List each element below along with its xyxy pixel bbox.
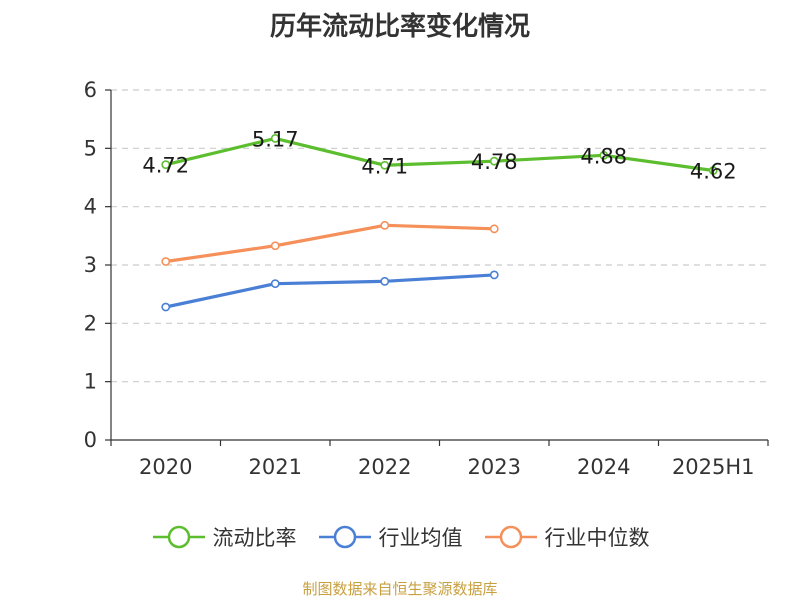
y-tick-label: 5 [84, 136, 97, 160]
y-tick-label: 1 [84, 370, 97, 394]
data-point [270, 279, 280, 289]
data-point [489, 270, 499, 280]
data-point [380, 220, 390, 230]
legend-marker [167, 525, 190, 549]
y-tick-label: 4 [84, 195, 97, 219]
series-line [164, 136, 715, 173]
chart-title: 历年流动比率变化情况 [269, 12, 530, 42]
x-tick-label: 2023 [468, 455, 521, 479]
x-tick-label: 2021 [249, 455, 302, 479]
axes: 0 1 2 3 4 5 6 2020 2021 2022 2023 2024 2025H1 [84, 78, 769, 479]
data-point [270, 241, 280, 251]
data-label: 5.17 [252, 127, 299, 151]
data-point [161, 160, 171, 170]
data-point [489, 224, 499, 234]
data-point [270, 134, 280, 143]
data-labels: 4.72 5.17 4.71 4.78 4.88 4.62 [142, 127, 736, 183]
y-tick-label: 6 [84, 78, 97, 102]
grid-lines [111, 89, 768, 383]
legend-swatch-icon [152, 525, 205, 549]
series-line [164, 273, 496, 309]
data-point [599, 150, 609, 160]
legend-label: 行业均值 [378, 526, 463, 550]
data-point [489, 156, 499, 166]
y-tick-label: 3 [84, 253, 97, 277]
legend-swatch-icon [318, 525, 371, 549]
data-label: 4.62 [690, 160, 737, 184]
data-point [380, 276, 390, 286]
legend: 流动比率 行业均值 行业中位数 [0, 522, 800, 552]
legend-marker [499, 525, 522, 549]
data-label: 4.71 [361, 154, 408, 178]
series-lines [161, 134, 718, 312]
data-label: 4.88 [580, 144, 627, 168]
data-point [380, 160, 390, 170]
legend-item-industry-mean[interactable]: 行业均值 [317, 522, 463, 552]
legend-item-current-ratio[interactable]: 流动比率 [151, 522, 297, 552]
data-label: 4.72 [142, 154, 189, 178]
legend-item-industry-median[interactable]: 行业中位数 [483, 522, 650, 552]
legend-marker [333, 525, 356, 549]
data-source-note: 制图数据来自恒生聚源数据库 [302, 580, 498, 598]
x-tick-label: 2022 [358, 455, 411, 479]
series-line [164, 223, 496, 264]
x-tick-label: 2025H1 [672, 455, 755, 479]
data-point [161, 257, 171, 266]
legend-label: 行业中位数 [544, 526, 650, 550]
y-tick-label: 2 [84, 311, 97, 335]
legend-swatch-icon [484, 525, 537, 549]
x-tick-label: 2024 [577, 455, 630, 479]
data-point [708, 166, 718, 175]
data-point [161, 302, 171, 312]
data-label: 4.78 [471, 150, 518, 174]
y-tick-label: 0 [84, 428, 97, 452]
x-tick-label: 2020 [139, 455, 192, 479]
legend-label: 流动比率 [212, 526, 297, 550]
